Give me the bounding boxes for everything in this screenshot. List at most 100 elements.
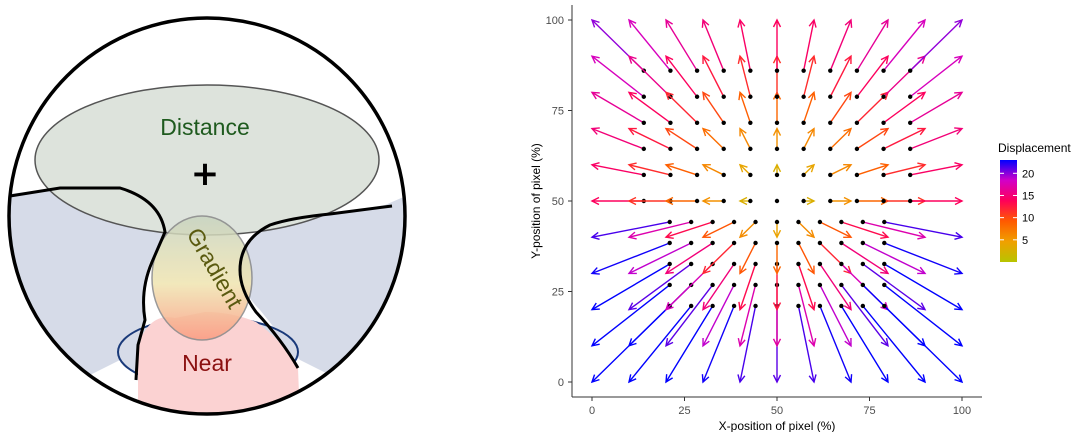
origin-point: [881, 68, 886, 73]
arrow-head: [807, 265, 815, 275]
displacement-arrow: [702, 19, 725, 71]
arrow-head: [665, 337, 674, 348]
arrow-head: [702, 54, 710, 65]
displacement-arrow: [628, 305, 692, 383]
origin-point: [839, 219, 844, 225]
arrow-head: [954, 196, 964, 206]
origin-point: [796, 282, 801, 288]
arrow-head: [738, 90, 747, 101]
arrow-head: [627, 162, 637, 171]
displacement-arrow: [591, 164, 644, 176]
legend-tick-label: 15: [1022, 190, 1034, 202]
legend: Displacement 5 10 15 20: [998, 141, 1071, 262]
origin-point: [694, 146, 700, 152]
arrow-head: [917, 162, 927, 171]
arrow-head: [701, 196, 711, 206]
displacement-arrow: [665, 242, 714, 274]
legend-tick-label: 10: [1022, 213, 1034, 225]
origin-point: [641, 94, 646, 99]
arrow-head: [627, 196, 637, 206]
origin-point: [753, 261, 758, 267]
origin-point: [908, 146, 913, 152]
arrow-head: [880, 162, 890, 171]
arrow-head: [664, 301, 674, 311]
x-tick-label: 50: [771, 405, 783, 417]
gradient-zone: [151, 215, 253, 341]
arrow-head: [664, 91, 674, 101]
arrow-head: [843, 127, 853, 137]
arrow-head: [590, 302, 600, 311]
arrow-head: [738, 301, 747, 312]
displacement-arrow: [862, 263, 926, 311]
displacement-arrow: [591, 284, 671, 347]
arrow-head: [807, 127, 815, 137]
origin-point: [908, 120, 913, 126]
displacement-arrow: [884, 242, 963, 275]
origin-point: [694, 94, 700, 99]
origin-point: [854, 198, 860, 204]
arrow-head: [917, 302, 927, 311]
displacement-arrow: [819, 263, 852, 310]
arrow-head: [880, 54, 889, 65]
origin-point: [668, 146, 673, 152]
origin-point: [731, 219, 737, 225]
displacement-arrow: [840, 284, 889, 347]
origin-point: [908, 68, 913, 73]
origin-point: [731, 303, 737, 309]
origin-point: [641, 120, 646, 126]
origin-point: [801, 146, 806, 152]
displacement-arrow: [856, 128, 889, 150]
arrow-head: [880, 231, 890, 240]
displacement-arrow: [883, 19, 926, 72]
x-ticks: 0 25 50 75 100: [589, 397, 971, 417]
displacement-arrow: [819, 221, 852, 238]
origin-point: [860, 219, 866, 225]
displacement-arrow: [665, 221, 713, 238]
displacement-arrow: [702, 242, 735, 274]
arrow-head: [772, 338, 782, 348]
arrow-head: [844, 374, 853, 384]
origin-point: [801, 172, 806, 178]
origin-point: [796, 303, 801, 309]
arrow-head: [701, 127, 711, 137]
arrow-head: [808, 374, 817, 384]
arrow-head: [954, 374, 964, 384]
displacement-arrow: [739, 242, 757, 274]
displacement-arrow: [665, 128, 698, 150]
origin-point: [854, 146, 860, 152]
origin-point: [748, 120, 753, 126]
origin-point: [854, 68, 860, 73]
y-tick-label: 25: [552, 287, 564, 299]
origin-point: [774, 146, 780, 152]
displacement-arrow: [665, 19, 698, 72]
arrow-head: [701, 230, 711, 238]
displacement-arrow: [628, 55, 671, 98]
arrow-head: [702, 301, 711, 311]
displacement-arrow: [829, 164, 852, 176]
origin-point: [828, 94, 833, 99]
near-zone: [138, 312, 300, 414]
displacement-arrow: [909, 55, 963, 98]
origin-point: [668, 172, 673, 178]
origin-point: [908, 172, 913, 178]
displacement-arrow: [883, 127, 926, 150]
displacement-arrow: [739, 92, 752, 124]
origin-point: [828, 146, 833, 152]
origin-point: [860, 240, 866, 246]
arrow-head: [590, 91, 600, 100]
arrow-head: [701, 164, 711, 172]
displacement-arrow: [802, 92, 815, 124]
lens-zone-diagram: Distance + Gradient Near: [7, 16, 407, 416]
origin-point: [839, 282, 844, 288]
displacement-arrow: [702, 92, 725, 124]
y-tick-label: 0: [558, 377, 564, 389]
arrow-head: [739, 127, 747, 137]
arrow-head: [917, 91, 927, 100]
arrow-head: [808, 18, 817, 28]
origin-point: [801, 68, 806, 73]
displacement-arrow: [797, 263, 815, 310]
arrow-head: [772, 266, 782, 275]
origin-point: [753, 303, 758, 309]
arrow-head: [772, 127, 782, 136]
origin-point: [881, 120, 886, 126]
